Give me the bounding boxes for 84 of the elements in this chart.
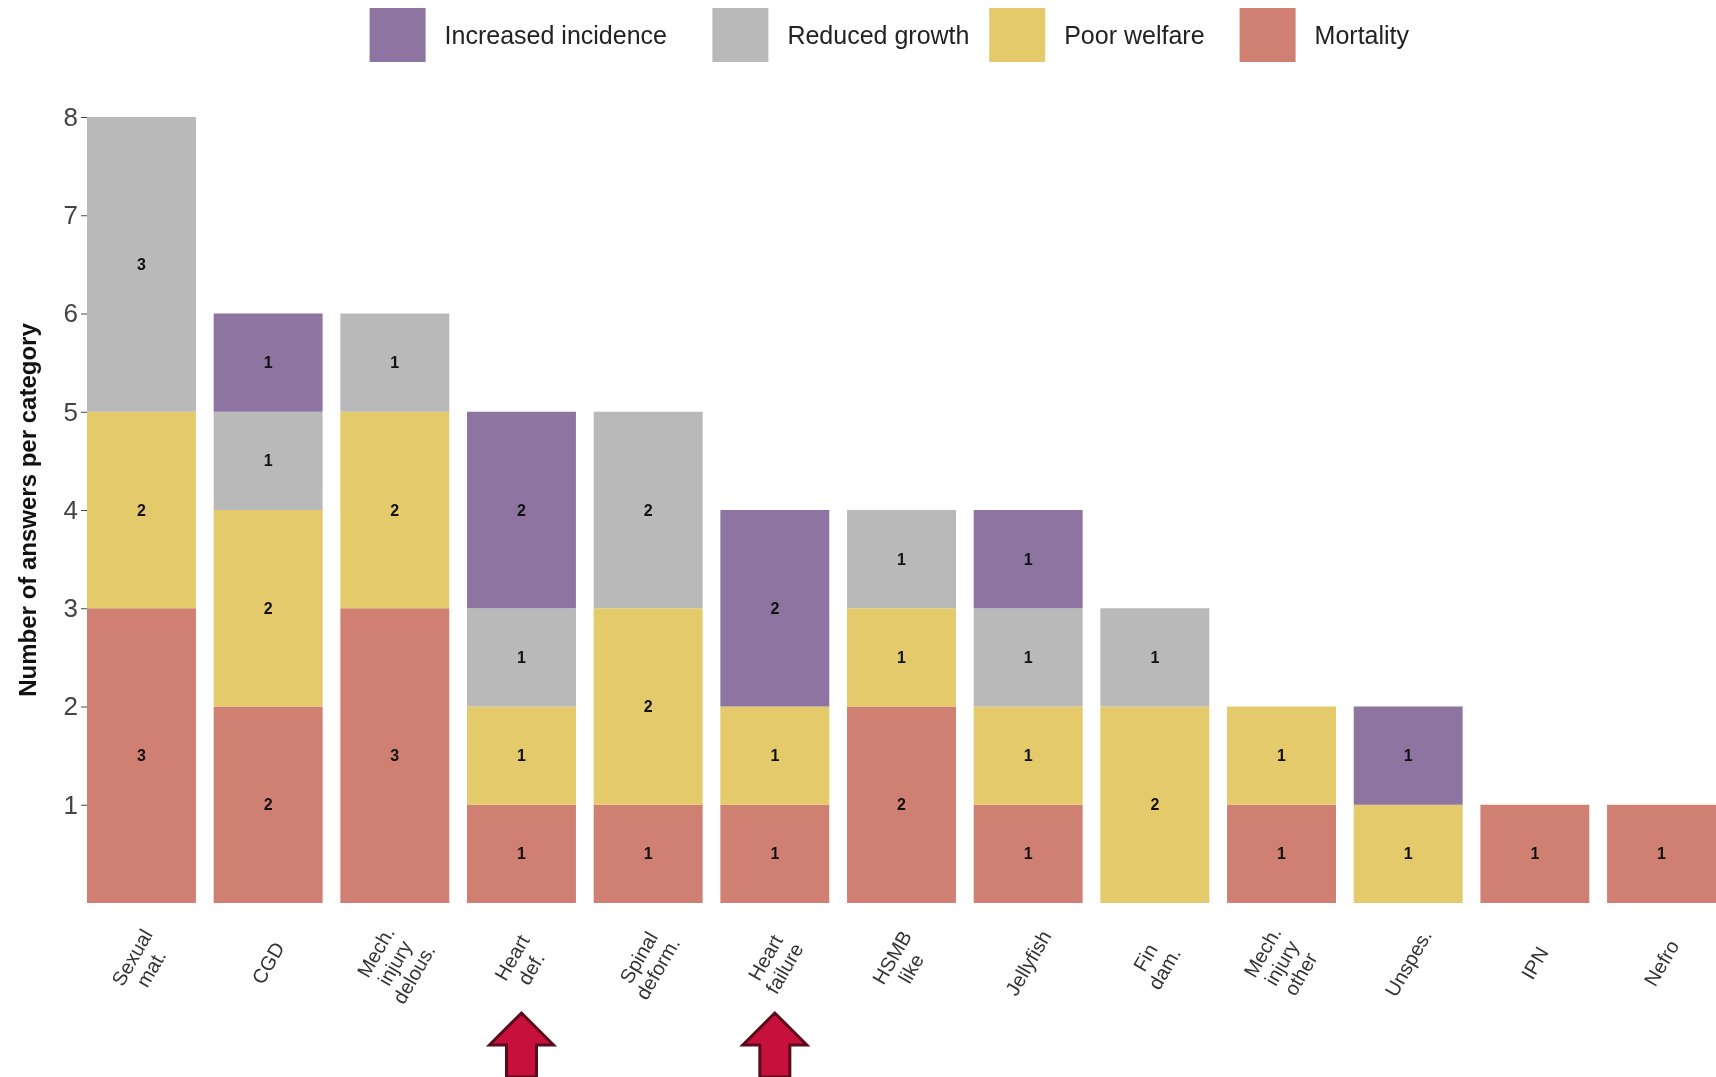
- bar: [593, 608, 703, 805]
- data-label: 2: [263, 599, 273, 617]
- bar: [213, 411, 323, 510]
- y-tick-label: 6: [63, 298, 78, 329]
- data-label: 1: [770, 845, 780, 863]
- bar: [467, 804, 576, 903]
- data-label: 2: [897, 796, 907, 814]
- bar: [847, 510, 956, 609]
- bar: [720, 706, 830, 805]
- data-label: 2: [1150, 796, 1160, 814]
- data-label: 1: [1150, 648, 1160, 666]
- data-label: 1: [517, 845, 527, 863]
- data-label: 3: [137, 747, 147, 765]
- y-tick-label: 1: [63, 789, 78, 820]
- data-label: 1: [643, 845, 653, 863]
- bar: [87, 117, 196, 412]
- data-label: 2: [137, 501, 147, 519]
- bar: [340, 313, 450, 412]
- bar: [1353, 706, 1463, 805]
- bar: [593, 804, 703, 903]
- bar: [973, 608, 1083, 707]
- data-label: 1: [517, 648, 527, 666]
- data-label: 1: [1023, 550, 1033, 568]
- bar: [467, 411, 576, 609]
- data-label: 1: [1277, 747, 1287, 765]
- data-label: 3: [390, 747, 400, 765]
- y-tick-label: 8: [63, 101, 78, 132]
- data-label: 1: [517, 747, 527, 765]
- y-axis-title: Number of answers per category: [14, 322, 41, 697]
- bar: [593, 411, 703, 609]
- data-label: 1: [897, 648, 907, 666]
- bar: [973, 706, 1083, 805]
- data-label: 2: [770, 599, 780, 617]
- data-label: 1: [1403, 845, 1413, 863]
- bar: [1227, 804, 1336, 903]
- bar: [847, 608, 956, 707]
- legend-label: Reduced growth: [787, 20, 970, 49]
- legend-label: Poor welfare: [1064, 20, 1205, 49]
- bar: [1607, 804, 1716, 903]
- data-label: 1: [263, 354, 273, 372]
- bar: [720, 510, 830, 707]
- bar: [340, 608, 450, 903]
- bar: [1100, 706, 1210, 903]
- y-tick-label: 2: [63, 691, 78, 722]
- bar: [467, 706, 576, 805]
- bar: [467, 608, 576, 707]
- data-label: 2: [643, 501, 653, 519]
- x-tick-label: IPN: [1517, 943, 1553, 983]
- data-label: 2: [390, 501, 400, 519]
- bar: [213, 510, 323, 707]
- legend-label: Mortality: [1314, 20, 1410, 49]
- data-label: 1: [1657, 845, 1667, 863]
- bar: [973, 804, 1083, 903]
- data-label: 1: [1023, 648, 1033, 666]
- data-label: 1: [897, 550, 907, 568]
- data-label: 1: [1530, 845, 1540, 863]
- y-tick-label: 5: [63, 396, 78, 427]
- data-label: 1: [1277, 845, 1287, 863]
- data-label: 3: [137, 255, 147, 273]
- y-tick-label: 4: [63, 494, 78, 525]
- data-label: 2: [643, 698, 653, 716]
- bar: [213, 313, 323, 412]
- data-label: 1: [1403, 747, 1413, 765]
- bar: [87, 411, 196, 609]
- data-label: 1: [770, 747, 780, 765]
- bar: [973, 510, 1083, 609]
- data-label: 1: [1023, 747, 1033, 765]
- bar: [87, 608, 196, 903]
- bar: [720, 804, 830, 903]
- data-label: 2: [263, 796, 273, 814]
- data-label: 1: [263, 452, 273, 470]
- data-label: 2: [517, 501, 527, 519]
- bar: [847, 706, 956, 903]
- data-label: 1: [1023, 845, 1033, 863]
- bar: [1100, 608, 1210, 707]
- bar: [340, 411, 450, 609]
- bar: [213, 706, 323, 903]
- data-label: 1: [390, 354, 400, 372]
- y-tick-label: 3: [63, 593, 78, 624]
- y-tick-label: 7: [63, 200, 78, 231]
- bar: [1353, 804, 1463, 903]
- legend-label: Increased incidence: [444, 20, 667, 49]
- bar: [1480, 804, 1590, 903]
- bar: [1227, 706, 1336, 805]
